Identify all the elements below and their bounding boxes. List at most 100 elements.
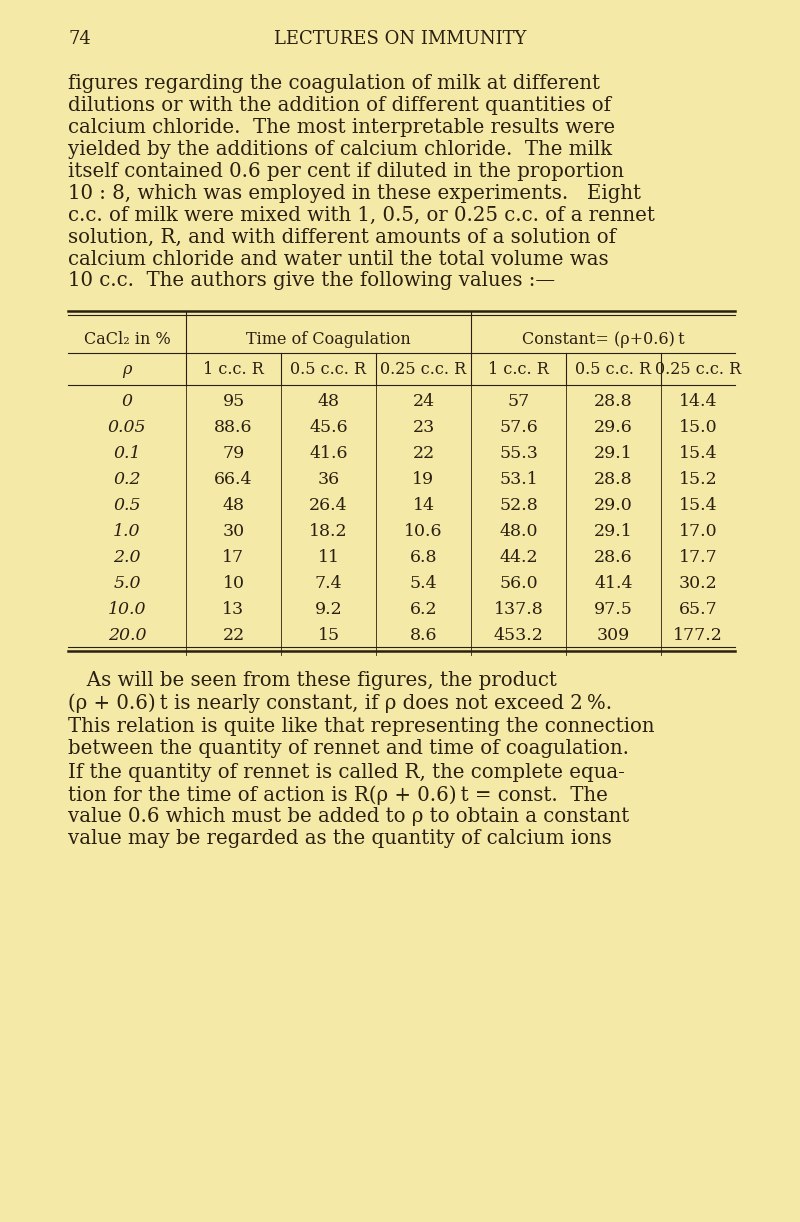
- Text: value 0.6 which must be added to ρ to obtain a constant: value 0.6 which must be added to ρ to ob…: [68, 807, 630, 826]
- Text: 177.2: 177.2: [673, 627, 723, 644]
- Text: dilutions or with the addition of different quantities of: dilutions or with the addition of differ…: [68, 97, 611, 115]
- Text: 48.0: 48.0: [499, 523, 538, 540]
- Text: 2.0: 2.0: [114, 550, 141, 566]
- Text: 74: 74: [68, 31, 90, 48]
- Text: 45.6: 45.6: [309, 419, 348, 436]
- Text: 95: 95: [222, 393, 245, 411]
- Text: value may be regarded as the quantity of calcium ions: value may be regarded as the quantity of…: [68, 829, 612, 848]
- Text: 15.2: 15.2: [678, 472, 718, 489]
- Text: 57.6: 57.6: [499, 419, 538, 436]
- Text: 28.6: 28.6: [594, 550, 633, 566]
- Text: 97.5: 97.5: [594, 601, 633, 618]
- Text: solution, R, and with different amounts of a solution of: solution, R, and with different amounts …: [68, 227, 616, 247]
- Text: 1.0: 1.0: [114, 523, 141, 540]
- Text: 15: 15: [318, 627, 339, 644]
- Text: 48: 48: [222, 497, 245, 514]
- Text: 44.2: 44.2: [499, 550, 538, 566]
- Text: 13: 13: [222, 601, 245, 618]
- Text: 53.1: 53.1: [499, 472, 538, 489]
- Text: 79: 79: [222, 445, 245, 462]
- Text: c.c. of milk were mixed with 1, 0.5, or 0.25 c.c. of a rennet: c.c. of milk were mixed with 1, 0.5, or …: [68, 205, 655, 225]
- Text: 5.4: 5.4: [410, 576, 438, 593]
- Text: 52.8: 52.8: [499, 497, 538, 514]
- Text: 453.2: 453.2: [494, 627, 543, 644]
- Text: 0.5 c.c. R: 0.5 c.c. R: [575, 362, 651, 379]
- Text: 17.7: 17.7: [678, 550, 718, 566]
- Text: 14: 14: [413, 497, 434, 514]
- Text: 55.3: 55.3: [499, 445, 538, 462]
- Text: 7.4: 7.4: [314, 576, 342, 593]
- Text: Constant= (ρ+0.6) t: Constant= (ρ+0.6) t: [522, 331, 684, 348]
- Text: As will be seen from these figures, the product: As will be seen from these figures, the …: [68, 671, 557, 690]
- Text: 0.5: 0.5: [114, 497, 141, 514]
- Text: 10 c.c.  The authors give the following values :—: 10 c.c. The authors give the following v…: [68, 271, 555, 291]
- Text: 20.0: 20.0: [108, 627, 146, 644]
- Text: 22: 22: [412, 445, 434, 462]
- Text: 57: 57: [507, 393, 530, 411]
- Text: 29.1: 29.1: [594, 445, 633, 462]
- Text: 0.05: 0.05: [108, 419, 146, 436]
- Text: 26.4: 26.4: [309, 497, 348, 514]
- Text: 0.25 c.c. R: 0.25 c.c. R: [655, 362, 741, 379]
- Text: 8.6: 8.6: [410, 627, 438, 644]
- Text: 65.7: 65.7: [678, 601, 718, 618]
- Text: 10.6: 10.6: [404, 523, 442, 540]
- Text: 17: 17: [222, 550, 245, 566]
- Text: between the quantity of rennet and time of coagulation.: between the quantity of rennet and time …: [68, 739, 629, 758]
- Text: 41.6: 41.6: [310, 445, 348, 462]
- Text: 48: 48: [318, 393, 339, 411]
- Text: 1 c.c. R: 1 c.c. R: [488, 362, 549, 379]
- Text: 10: 10: [222, 576, 245, 593]
- Text: 18.2: 18.2: [309, 523, 348, 540]
- Text: 56.0: 56.0: [499, 576, 538, 593]
- Text: 88.6: 88.6: [214, 419, 253, 436]
- Text: 24: 24: [413, 393, 434, 411]
- Text: 41.4: 41.4: [594, 576, 633, 593]
- Text: 14.4: 14.4: [678, 393, 718, 411]
- Text: 309: 309: [597, 627, 630, 644]
- Text: 10 : 8, which was employed in these experiments.   Eight: 10 : 8, which was employed in these expe…: [68, 183, 641, 203]
- Text: 6.8: 6.8: [410, 550, 438, 566]
- Text: 17.0: 17.0: [678, 523, 718, 540]
- Text: 1 c.c. R: 1 c.c. R: [203, 362, 264, 379]
- Text: This relation is quite like that representing the connection: This relation is quite like that represe…: [68, 717, 654, 737]
- Text: 23: 23: [412, 419, 434, 436]
- Text: 29.0: 29.0: [594, 497, 633, 514]
- Text: 6.2: 6.2: [410, 601, 438, 618]
- Text: 15.4: 15.4: [678, 445, 718, 462]
- Text: 15.0: 15.0: [678, 419, 718, 436]
- Text: 0.1: 0.1: [114, 445, 141, 462]
- Text: 137.8: 137.8: [494, 601, 543, 618]
- Text: tion for the time of action is R(ρ + 0.6) t = const.  The: tion for the time of action is R(ρ + 0.6…: [68, 785, 608, 805]
- Text: 29.6: 29.6: [594, 419, 633, 436]
- Text: calcium chloride and water until the total volume was: calcium chloride and water until the tot…: [68, 249, 609, 269]
- Text: LECTURES ON IMMUNITY: LECTURES ON IMMUNITY: [274, 31, 526, 48]
- Text: 30.2: 30.2: [678, 576, 718, 593]
- Text: ρ: ρ: [122, 362, 132, 379]
- Text: 19: 19: [413, 472, 434, 489]
- Text: yielded by the additions of calcium chloride.  The milk: yielded by the additions of calcium chlo…: [68, 139, 612, 159]
- Text: 22: 22: [222, 627, 245, 644]
- Text: 5.0: 5.0: [114, 576, 141, 593]
- Text: itself contained 0.6 per cent if diluted in the proportion: itself contained 0.6 per cent if diluted…: [68, 161, 624, 181]
- Text: 10.0: 10.0: [108, 601, 146, 618]
- Text: calcium chloride.  The most interpretable results were: calcium chloride. The most interpretable…: [68, 117, 615, 137]
- Text: 0.25 c.c. R: 0.25 c.c. R: [380, 362, 466, 379]
- Text: 0.2: 0.2: [114, 472, 141, 489]
- Text: 0.5 c.c. R: 0.5 c.c. R: [290, 362, 366, 379]
- Text: 30: 30: [222, 523, 245, 540]
- Text: 9.2: 9.2: [314, 601, 342, 618]
- Text: 29.1: 29.1: [594, 523, 633, 540]
- Text: figures regarding the coagulation of milk at different: figures regarding the coagulation of mil…: [68, 75, 600, 93]
- Text: 28.8: 28.8: [594, 472, 633, 489]
- Text: 28.8: 28.8: [594, 393, 633, 411]
- Text: 66.4: 66.4: [214, 472, 253, 489]
- Text: (ρ + 0.6) t is nearly constant, if ρ does not exceed 2 %.: (ρ + 0.6) t is nearly constant, if ρ doe…: [68, 693, 612, 712]
- Text: 0: 0: [122, 393, 133, 411]
- Text: 11: 11: [318, 550, 339, 566]
- Text: 36: 36: [318, 472, 339, 489]
- Text: Time of Coagulation: Time of Coagulation: [246, 331, 411, 348]
- Text: 15.4: 15.4: [678, 497, 718, 514]
- Text: CaCl₂ in %: CaCl₂ in %: [84, 331, 170, 348]
- Text: If the quantity of rennet is called R, the complete equa-: If the quantity of rennet is called R, t…: [68, 764, 625, 782]
